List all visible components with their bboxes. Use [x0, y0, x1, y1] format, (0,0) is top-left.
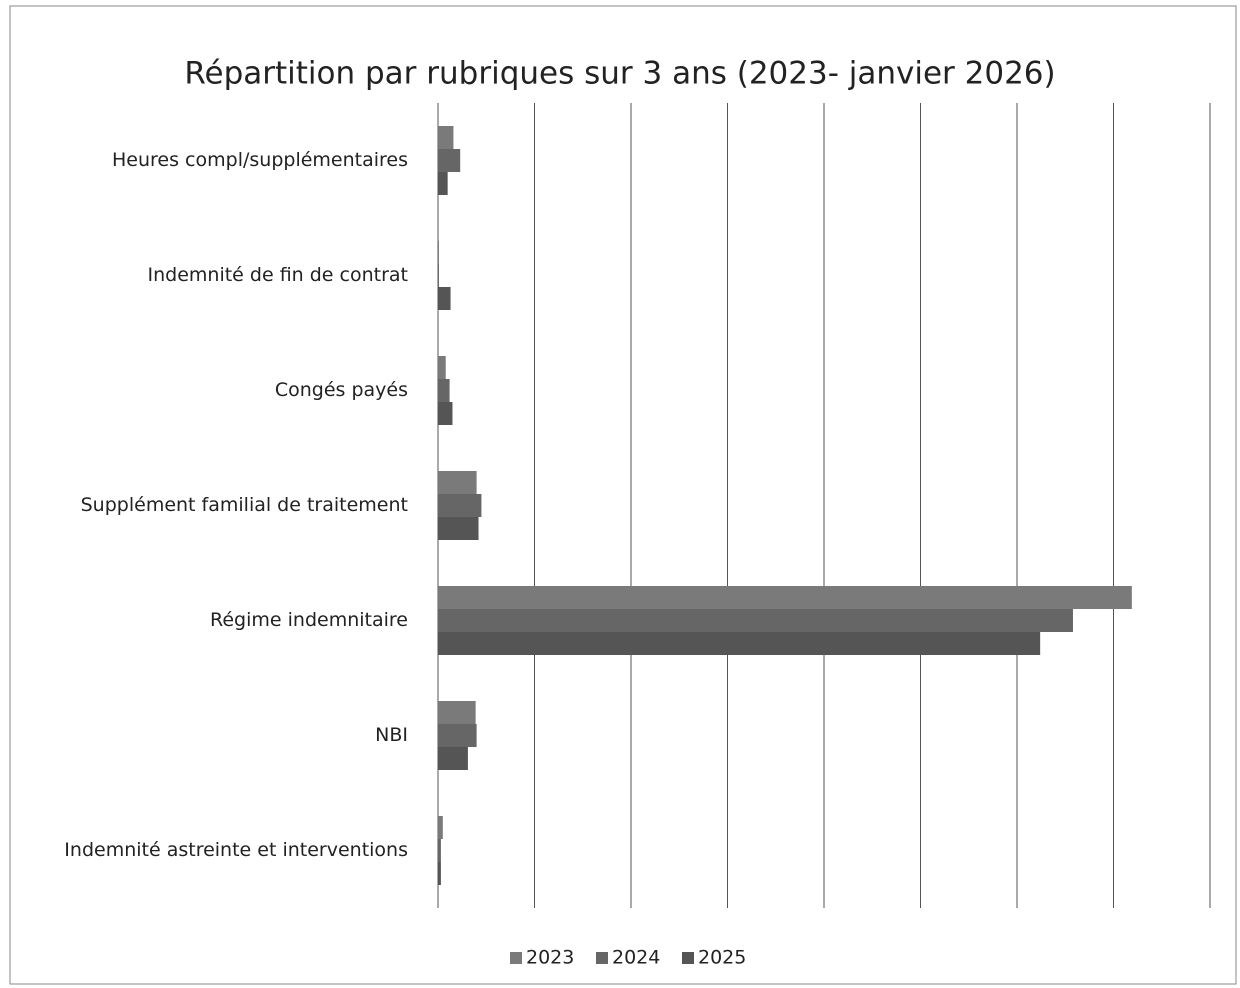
y-tick-label: Congés payés: [275, 379, 408, 401]
legend-label: 2023: [526, 947, 574, 969]
legend-swatch: [596, 952, 608, 964]
legend-label: 2024: [612, 947, 660, 969]
bar: [438, 862, 441, 885]
bar: [438, 379, 450, 402]
bar: [438, 609, 1073, 632]
bar: [438, 517, 479, 540]
bar: [438, 747, 468, 770]
bar: [438, 839, 441, 862]
bar: [438, 264, 439, 287]
bar: [438, 287, 451, 310]
bar: [438, 632, 1041, 655]
bar: [438, 356, 446, 379]
legend-swatch: [682, 952, 694, 964]
chart-title: Répartition par rubriques sur 3 ans (202…: [184, 56, 1055, 92]
bar: [438, 471, 477, 494]
bar: [438, 126, 454, 149]
bar: [438, 402, 453, 425]
bar: [438, 816, 443, 839]
legend-swatch: [510, 952, 522, 964]
legend-label: 2025: [698, 947, 746, 969]
y-tick-label: NBI: [375, 724, 408, 746]
y-tick-label: Supplément familial de traitement: [81, 494, 408, 516]
bar: [438, 724, 477, 747]
y-tick-label: Régime indemnitaire: [210, 609, 408, 631]
bar: [438, 701, 476, 724]
bar: [438, 241, 439, 264]
chart-frame: [9, 5, 1237, 985]
bar: [438, 149, 461, 172]
y-tick-label: Indemnité astreinte et interventions: [64, 839, 408, 861]
y-tick-label: Indemnité de fin de contrat: [148, 264, 409, 286]
bar: [438, 586, 1132, 609]
y-tick-label: Heures compl/supplémentaires: [112, 149, 408, 171]
bar: [438, 172, 448, 195]
bar: [438, 494, 482, 517]
